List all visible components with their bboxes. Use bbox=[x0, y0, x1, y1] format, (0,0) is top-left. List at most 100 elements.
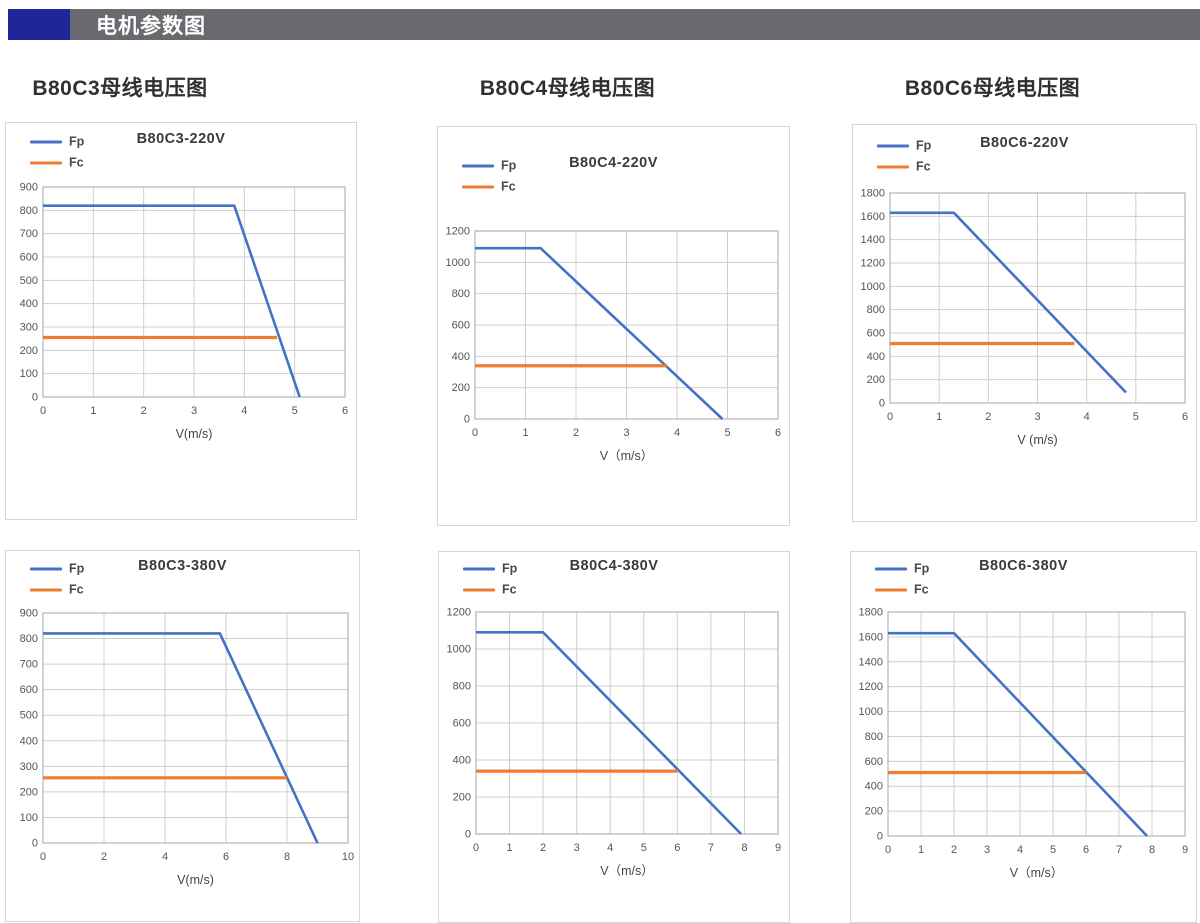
svg-text:4: 4 bbox=[674, 427, 680, 439]
chart-card: Fp Fc B80C3-220V 0 100 200 300 400 500 600 700 8… bbox=[5, 122, 357, 520]
chart-title: B80C4-220V bbox=[569, 155, 658, 171]
fc-line-swatch bbox=[30, 588, 62, 591]
legend-entry-fp: Fp bbox=[463, 562, 517, 576]
legend-entry-fc: Fc bbox=[875, 583, 929, 597]
chart-legend: Fp Fc bbox=[875, 562, 929, 597]
svg-text:800: 800 bbox=[453, 681, 471, 693]
chart-title: B80C3-380V bbox=[138, 558, 227, 574]
svg-text:V（m/s）: V（m/s） bbox=[600, 864, 653, 878]
svg-text:8: 8 bbox=[741, 842, 747, 854]
legend-fc-label: Fc bbox=[69, 582, 84, 597]
legend-fp-label: Fp bbox=[916, 138, 932, 153]
svg-text:3: 3 bbox=[191, 405, 197, 417]
chart-plot-area: 0 200 400 600 800 1000 1200 1400 1600 1800 0 1 2 3 4 5 6… bbox=[851, 606, 1196, 884]
svg-text:4: 4 bbox=[162, 851, 168, 863]
svg-text:0: 0 bbox=[464, 414, 470, 426]
svg-text:4: 4 bbox=[1084, 411, 1090, 423]
svg-text:6: 6 bbox=[342, 405, 348, 417]
svg-text:600: 600 bbox=[867, 328, 885, 340]
page-title: 电机参数图 bbox=[96, 14, 206, 38]
chart-card: Fp Fc B80C4-380V 0 200 400 600 800 1000 1200 0 1… bbox=[438, 551, 790, 923]
svg-text:1400: 1400 bbox=[861, 234, 885, 246]
svg-text:1: 1 bbox=[918, 844, 924, 856]
fc-line-swatch bbox=[877, 165, 909, 168]
chart-legend: Fp Fc bbox=[30, 135, 84, 170]
fp-line-swatch bbox=[877, 144, 909, 147]
svg-text:V(m/s): V(m/s) bbox=[177, 873, 214, 887]
svg-text:1: 1 bbox=[506, 842, 512, 854]
svg-text:1: 1 bbox=[936, 411, 942, 423]
fc-line-swatch bbox=[30, 161, 62, 164]
chart-title: B80C6-380V bbox=[979, 558, 1068, 574]
svg-text:1600: 1600 bbox=[859, 631, 883, 643]
svg-text:200: 200 bbox=[867, 374, 885, 386]
svg-text:400: 400 bbox=[20, 735, 38, 747]
svg-text:1000: 1000 bbox=[861, 281, 885, 293]
svg-text:0: 0 bbox=[887, 411, 893, 423]
svg-text:0: 0 bbox=[473, 842, 479, 854]
svg-text:7: 7 bbox=[708, 842, 714, 854]
legend-fp-label: Fp bbox=[501, 158, 517, 173]
svg-text:2: 2 bbox=[141, 405, 147, 417]
svg-text:0: 0 bbox=[465, 829, 471, 841]
svg-text:V (m/s): V (m/s) bbox=[1017, 433, 1057, 447]
svg-text:5: 5 bbox=[724, 427, 730, 439]
svg-text:V（m/s）: V（m/s） bbox=[1010, 866, 1063, 880]
page-header-bar: 电机参数图 bbox=[8, 9, 1200, 40]
legend-entry-fc: Fc bbox=[463, 583, 517, 597]
svg-text:1: 1 bbox=[90, 405, 96, 417]
svg-text:900: 900 bbox=[20, 608, 38, 620]
svg-text:2: 2 bbox=[951, 844, 957, 856]
svg-text:400: 400 bbox=[20, 298, 38, 310]
svg-text:1200: 1200 bbox=[446, 226, 470, 238]
chart-header: Fp Fc B80C4-380V bbox=[439, 552, 789, 606]
svg-text:8: 8 bbox=[1149, 844, 1155, 856]
svg-text:1200: 1200 bbox=[861, 258, 885, 270]
svg-text:6: 6 bbox=[1182, 411, 1188, 423]
svg-text:0: 0 bbox=[877, 831, 883, 843]
svg-text:5: 5 bbox=[1133, 411, 1139, 423]
svg-text:1800: 1800 bbox=[861, 188, 885, 200]
chart-legend: Fp Fc bbox=[462, 159, 516, 194]
chart-column-heading-b80c6: B80C6母线电压图 bbox=[904, 77, 1081, 100]
svg-text:10: 10 bbox=[342, 851, 354, 863]
svg-text:400: 400 bbox=[867, 351, 885, 363]
svg-text:5: 5 bbox=[292, 405, 298, 417]
svg-text:0: 0 bbox=[32, 838, 38, 850]
svg-text:300: 300 bbox=[20, 322, 38, 334]
chart-title: B80C6-220V bbox=[980, 135, 1069, 151]
svg-text:800: 800 bbox=[865, 731, 883, 743]
chart-card: Fp Fc B80C6-220V 0 200 400 600 800 1000 1200 14… bbox=[852, 124, 1197, 522]
svg-text:9: 9 bbox=[775, 842, 781, 854]
svg-text:2: 2 bbox=[573, 427, 579, 439]
svg-text:5: 5 bbox=[641, 842, 647, 854]
chart-plot-svg: 0 200 400 600 800 1000 1200 1400 1600 1800 0 1 2 3 4 5 6… bbox=[861, 188, 1189, 448]
svg-text:600: 600 bbox=[20, 252, 38, 264]
legend-fc-label: Fc bbox=[914, 582, 929, 597]
svg-text:9: 9 bbox=[1182, 844, 1188, 856]
svg-text:600: 600 bbox=[453, 718, 471, 730]
svg-text:1200: 1200 bbox=[447, 607, 471, 619]
svg-text:400: 400 bbox=[453, 755, 471, 767]
chart-plot-svg: 0 100 200 300 400 500 600 700 800 900 0 1 2 3 4 5 6 V(m/s… bbox=[20, 182, 348, 442]
svg-text:1: 1 bbox=[522, 427, 528, 439]
svg-text:200: 200 bbox=[452, 382, 470, 394]
chart-legend: Fp Fc bbox=[30, 562, 84, 597]
fp-line-swatch bbox=[30, 140, 62, 143]
svg-text:700: 700 bbox=[20, 659, 38, 671]
svg-text:900: 900 bbox=[20, 182, 38, 194]
fp-line-swatch bbox=[463, 567, 495, 570]
svg-text:200: 200 bbox=[453, 792, 471, 804]
legend-fc-label: Fc bbox=[501, 179, 516, 194]
svg-text:3: 3 bbox=[623, 427, 629, 439]
svg-text:4: 4 bbox=[241, 405, 247, 417]
svg-text:400: 400 bbox=[865, 781, 883, 793]
svg-text:300: 300 bbox=[20, 761, 38, 773]
chart-title: B80C4-380V bbox=[569, 558, 659, 574]
svg-text:3: 3 bbox=[574, 842, 580, 854]
chart-legend: Fp Fc bbox=[877, 139, 931, 174]
svg-text:6: 6 bbox=[1083, 844, 1089, 856]
legend-entry-fc: Fc bbox=[30, 156, 84, 170]
svg-text:7: 7 bbox=[1116, 844, 1122, 856]
svg-text:100: 100 bbox=[20, 812, 38, 824]
